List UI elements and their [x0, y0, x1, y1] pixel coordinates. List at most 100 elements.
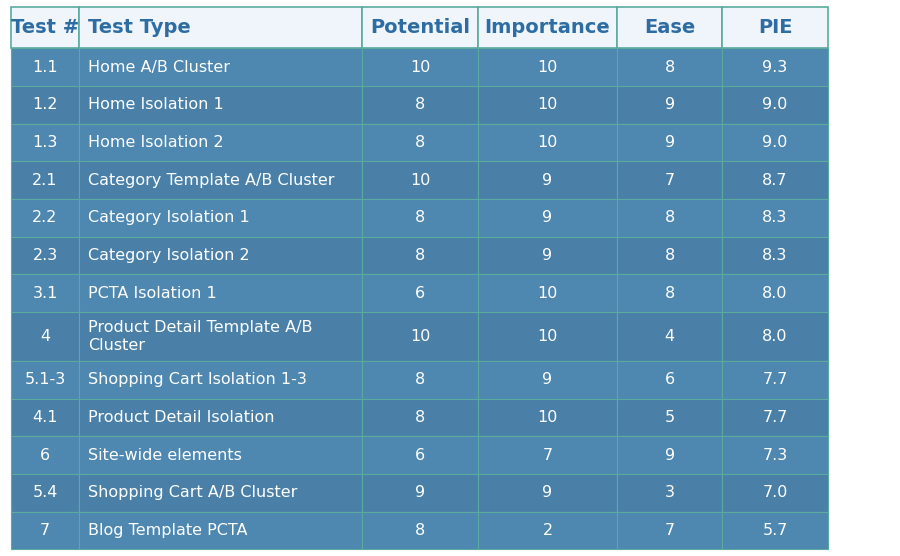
Text: Category Template A/B Cluster: Category Template A/B Cluster [88, 173, 335, 188]
Text: 2.3: 2.3 [32, 248, 58, 263]
Text: 6: 6 [664, 372, 675, 387]
Text: 3: 3 [664, 485, 675, 500]
Bar [478, 161, 616, 199]
Bar [478, 312, 616, 361]
Bar [723, 436, 828, 474]
Text: 8: 8 [664, 248, 675, 263]
Text: 7: 7 [664, 523, 675, 538]
Bar [79, 512, 362, 549]
Bar [79, 86, 362, 123]
Text: 7: 7 [664, 173, 675, 188]
Text: 7.0: 7.0 [762, 485, 788, 500]
Text: Importance: Importance [484, 18, 610, 37]
Text: 6: 6 [415, 448, 425, 463]
Bar [723, 474, 828, 512]
Text: 10: 10 [537, 97, 558, 112]
Text: 8: 8 [415, 523, 426, 538]
Bar [478, 399, 616, 436]
Bar [79, 48, 362, 86]
Text: Potential: Potential [370, 18, 470, 37]
Text: 4: 4 [40, 329, 50, 344]
Bar [616, 312, 723, 361]
Text: 8: 8 [415, 410, 426, 425]
Text: 3.1: 3.1 [32, 286, 58, 301]
Text: 9: 9 [543, 210, 553, 225]
Text: 1.1: 1.1 [32, 59, 58, 75]
Text: PCTA Isolation 1: PCTA Isolation 1 [88, 286, 217, 301]
Bar [362, 48, 478, 86]
Bar [478, 48, 616, 86]
Text: 8: 8 [415, 97, 426, 112]
Bar [478, 474, 616, 512]
Bar [723, 48, 828, 86]
Bar [478, 86, 616, 123]
Bar [362, 275, 478, 312]
Text: 8.3: 8.3 [762, 248, 788, 263]
Bar [616, 48, 723, 86]
Text: 1.3: 1.3 [32, 135, 58, 150]
Bar [723, 86, 828, 123]
Text: 2.1: 2.1 [32, 173, 58, 188]
Text: 7.7: 7.7 [762, 410, 788, 425]
Bar [79, 237, 362, 275]
Bar [362, 199, 478, 237]
Bar [723, 361, 828, 399]
Bar [478, 237, 616, 275]
Bar [362, 512, 478, 549]
Text: 8.0: 8.0 [762, 329, 788, 344]
Text: 10: 10 [410, 173, 430, 188]
Text: 8: 8 [415, 135, 426, 150]
Bar [11, 312, 79, 361]
Bar [478, 436, 616, 474]
Bar [478, 7, 616, 48]
Text: 4: 4 [664, 329, 675, 344]
Text: 9: 9 [664, 448, 675, 463]
Bar [11, 275, 79, 312]
Bar [79, 161, 362, 199]
Bar [362, 312, 478, 361]
Text: 10: 10 [537, 329, 558, 344]
Bar [11, 123, 79, 161]
Text: 9: 9 [415, 485, 425, 500]
Bar [11, 237, 79, 275]
Bar [478, 512, 616, 549]
Text: 9: 9 [543, 372, 553, 387]
Text: 8: 8 [664, 59, 675, 75]
Bar [11, 7, 79, 48]
Text: 8: 8 [415, 210, 426, 225]
Text: 2: 2 [543, 523, 553, 538]
Text: 8.0: 8.0 [762, 286, 788, 301]
Text: 8: 8 [415, 372, 426, 387]
Bar [362, 399, 478, 436]
Text: 8.3: 8.3 [762, 210, 788, 225]
Bar [723, 275, 828, 312]
Text: 7.7: 7.7 [762, 372, 788, 387]
Text: Home Isolation 1: Home Isolation 1 [88, 97, 224, 112]
Text: 8: 8 [415, 248, 426, 263]
Bar [362, 474, 478, 512]
Text: Product Detail Isolation: Product Detail Isolation [88, 410, 274, 425]
Bar [478, 123, 616, 161]
Text: 10: 10 [537, 59, 558, 75]
Bar [723, 123, 828, 161]
Bar [478, 361, 616, 399]
Bar [362, 436, 478, 474]
Bar [11, 161, 79, 199]
Text: Shopping Cart Isolation 1-3: Shopping Cart Isolation 1-3 [88, 372, 307, 387]
Text: Category Isolation 2: Category Isolation 2 [88, 248, 250, 263]
Text: Test #: Test # [11, 18, 79, 37]
Text: 9.3: 9.3 [762, 59, 788, 75]
Text: Blog Template PCTA: Blog Template PCTA [88, 523, 248, 538]
Text: 9.0: 9.0 [762, 97, 788, 112]
Bar [362, 86, 478, 123]
Bar [616, 7, 723, 48]
Bar [723, 237, 828, 275]
Text: 9.0: 9.0 [762, 135, 788, 150]
Text: 7: 7 [40, 523, 50, 538]
Text: 4.1: 4.1 [32, 410, 58, 425]
Bar [616, 123, 723, 161]
Text: 10: 10 [410, 59, 430, 75]
Bar [478, 275, 616, 312]
Bar [616, 399, 723, 436]
Text: 6: 6 [40, 448, 50, 463]
